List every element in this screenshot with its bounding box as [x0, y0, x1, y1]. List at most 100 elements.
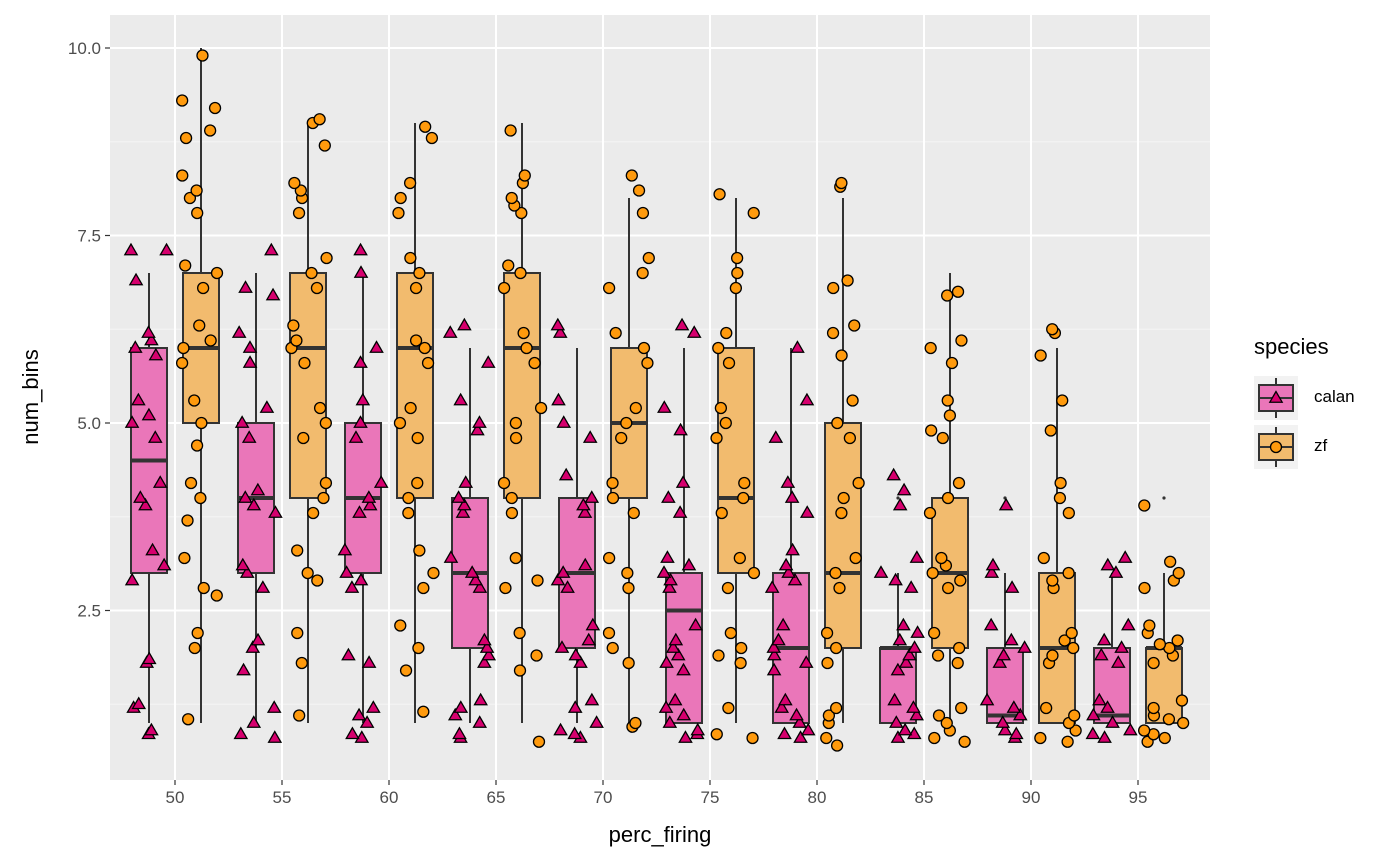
- calan-point: [453, 700, 469, 713]
- calan-point: [778, 692, 793, 706]
- calan-point: [138, 497, 153, 511]
- zf-point: [499, 581, 512, 595]
- calan-point: [790, 340, 805, 353]
- zf-point: [722, 356, 736, 370]
- calan-point: [259, 400, 275, 413]
- x-axis-title: perc_firing: [609, 822, 712, 847]
- zf-point: [288, 176, 301, 190]
- zf-point: [1158, 731, 1171, 745]
- calan-point: [477, 632, 492, 646]
- zf-point: [505, 191, 518, 205]
- zf-point: [629, 401, 642, 415]
- zf-point: [632, 184, 646, 197]
- calan-point: [266, 700, 282, 713]
- legend: species calan zf: [1254, 334, 1355, 469]
- calan-point: [890, 662, 906, 676]
- calan-point: [123, 242, 139, 256]
- zf-point: [290, 334, 303, 347]
- calan-point: [662, 580, 677, 593]
- zf-point: [513, 626, 526, 640]
- zf-point: [734, 656, 747, 670]
- calan-point: [764, 580, 780, 593]
- zf-point: [412, 641, 425, 655]
- zf-point: [1172, 566, 1185, 580]
- calan-point: [686, 325, 702, 338]
- zf-point: [404, 401, 417, 415]
- calan-point: [353, 572, 369, 586]
- calan-point: [131, 696, 147, 710]
- zf-point: [609, 326, 622, 340]
- zf-point: [1046, 574, 1059, 587]
- zf-point: [720, 326, 733, 340]
- calan-point: [663, 572, 678, 586]
- zf-point: [602, 551, 616, 565]
- zf-point: [951, 656, 964, 670]
- calan-point: [979, 692, 995, 706]
- zf-point: [190, 439, 204, 452]
- calan-point: [1017, 640, 1032, 653]
- calan-point: [584, 490, 600, 503]
- zf-point: [710, 431, 723, 445]
- zf-point: [826, 326, 840, 340]
- zf-point: [175, 356, 189, 370]
- zf-box: [824, 422, 862, 649]
- zf-point: [636, 266, 649, 280]
- zf-point: [738, 476, 751, 490]
- calan-point: [366, 700, 381, 713]
- zf-point: [319, 416, 332, 430]
- zf-point: [958, 735, 971, 748]
- zf-point: [843, 431, 857, 445]
- calan-point: [667, 692, 683, 706]
- zf-point: [1034, 731, 1047, 745]
- y-tick-label: 10.0: [68, 39, 101, 58]
- zf-point: [835, 176, 848, 190]
- zf-point: [641, 356, 654, 370]
- zf-point: [951, 285, 965, 298]
- calan-point: [886, 467, 901, 481]
- calan-point: [470, 422, 485, 436]
- zf-point: [1067, 641, 1080, 655]
- calan-point: [582, 430, 598, 443]
- y-tick-label: 5.0: [77, 414, 101, 433]
- calan-point: [1004, 632, 1019, 646]
- zf-point: [602, 281, 616, 295]
- zf-point: [210, 589, 223, 602]
- zf-point: [1037, 551, 1050, 565]
- zf-point: [636, 206, 650, 220]
- zf-point: [715, 506, 728, 520]
- legend-keys: [1254, 376, 1298, 469]
- calan-point: [888, 572, 903, 586]
- calan-point: [657, 400, 672, 413]
- calan-point: [472, 715, 488, 728]
- calan-point: [362, 497, 378, 511]
- calan-point: [896, 617, 911, 631]
- calan-point: [231, 325, 247, 338]
- calan-point: [903, 580, 919, 593]
- calan-point: [369, 340, 384, 353]
- zf-point: [940, 716, 953, 730]
- x-tick-label: 75: [701, 788, 720, 807]
- calan-point: [245, 640, 261, 653]
- calan-point: [670, 647, 686, 661]
- calan-point: [242, 340, 258, 353]
- zf-point: [504, 124, 517, 137]
- zf-point: [1044, 424, 1057, 437]
- legend-title: species: [1254, 334, 1329, 359]
- calan-point: [902, 647, 917, 661]
- calan-point: [898, 655, 914, 668]
- zf-point: [1147, 656, 1160, 670]
- zf-point: [497, 281, 511, 295]
- calan-point: [1105, 715, 1120, 728]
- zf-point: [1143, 619, 1156, 632]
- zf-point: [417, 705, 430, 718]
- zf-point: [404, 251, 417, 265]
- calan-outlier: [896, 496, 900, 500]
- calan-point: [473, 692, 488, 706]
- zf-point: [941, 491, 955, 505]
- zf-point: [534, 401, 548, 415]
- calan-point: [442, 325, 458, 338]
- calan-point: [681, 557, 697, 571]
- zf-point: [497, 476, 511, 490]
- zf-point: [712, 341, 725, 355]
- zf-point: [629, 716, 642, 730]
